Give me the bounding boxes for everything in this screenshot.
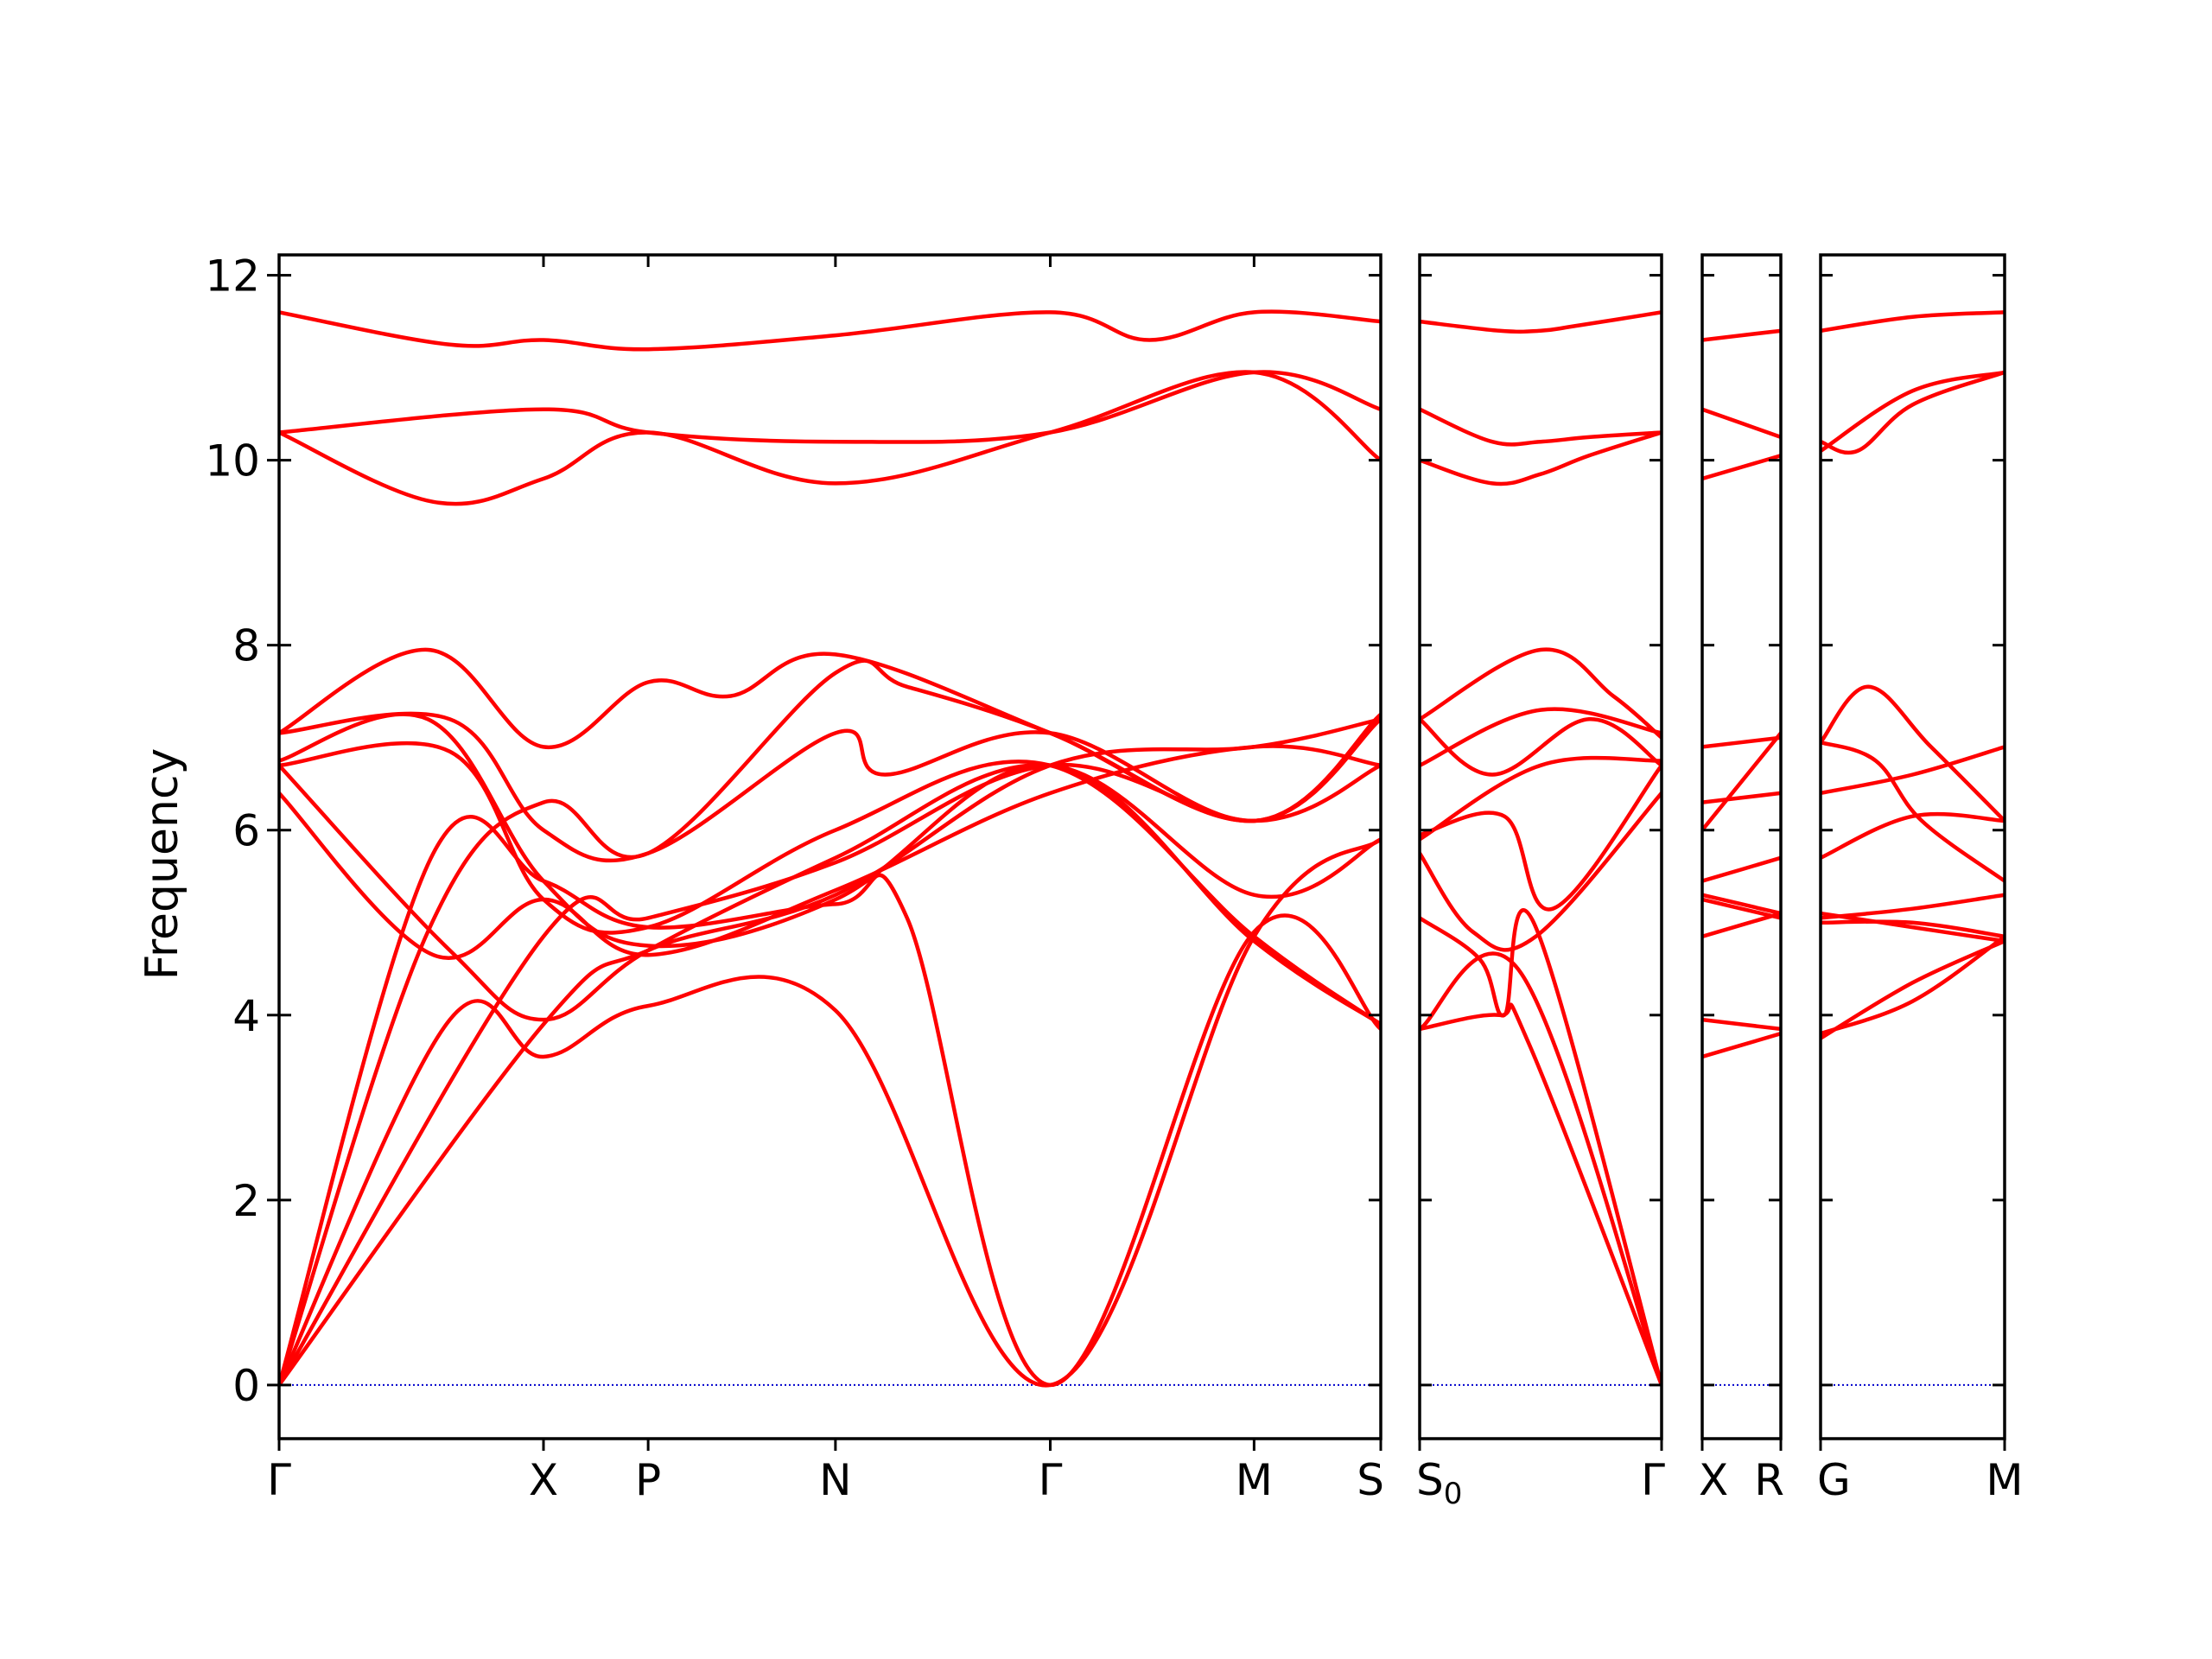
band-line — [279, 647, 1381, 823]
x-tick-label: M — [1986, 1455, 2023, 1505]
bands — [1702, 328, 1781, 1059]
x-tick-label: P — [635, 1455, 661, 1505]
band-line — [1821, 893, 2005, 920]
band-line — [279, 370, 1381, 444]
y-axis: 0 2 4 6 8 10 12 — [205, 251, 279, 1411]
x-tick-label: Γ — [1039, 1455, 1063, 1505]
band-line — [1821, 740, 2005, 883]
y-tick-label: 6 — [232, 806, 260, 856]
band-line — [1702, 407, 1781, 440]
band-line — [1420, 791, 1662, 952]
x-tick-label: R — [1754, 1455, 1784, 1505]
band-line — [1420, 707, 1662, 768]
y-tick-label: 8 — [232, 621, 260, 671]
band-line — [1821, 684, 2005, 823]
y-tick-label: 0 — [232, 1361, 260, 1411]
band-line — [1702, 731, 1781, 832]
band-line — [1702, 1031, 1781, 1059]
y-tick-label: 2 — [232, 1176, 260, 1226]
band-line — [279, 370, 1381, 506]
panel-2: S0 Γ — [1416, 253, 1665, 1511]
band-line — [1420, 1002, 1662, 1388]
band-line — [1821, 370, 2005, 454]
band-line — [1702, 791, 1781, 804]
bands — [1821, 310, 2005, 1040]
bands — [1420, 310, 1662, 1388]
y-tick-label: 10 — [205, 436, 260, 486]
panel-frame — [1819, 253, 2006, 1440]
band-line — [279, 815, 1381, 1388]
panel-frame — [277, 253, 1382, 1440]
band-line — [279, 837, 1381, 1388]
band-line — [1420, 763, 1662, 912]
band-line — [279, 762, 1381, 1388]
y-tick-label: 12 — [205, 251, 260, 302]
x-tick-label: X — [1699, 1455, 1728, 1505]
band-line — [1821, 811, 2005, 861]
band-line — [1702, 454, 1781, 481]
band-line — [1420, 908, 1662, 1388]
band-line — [1821, 938, 2005, 1040]
x-tick-label: S — [1357, 1455, 1384, 1505]
x-tick-label: Γ — [267, 1455, 291, 1505]
band-line — [279, 741, 1381, 1027]
band-line — [1702, 893, 1781, 916]
x-tick-label: M — [1236, 1455, 1273, 1505]
band-line — [279, 711, 1381, 863]
bands — [279, 309, 1381, 1388]
band-line — [1702, 328, 1781, 342]
band-line — [1821, 745, 2005, 796]
band-line — [1420, 755, 1662, 842]
y-axis-label: Frequency — [137, 748, 188, 981]
chart-panels: Γ X P N Γ M S S0 Γ X R G M — [267, 253, 2024, 1511]
band-line — [279, 712, 1381, 1027]
x-tick-label: G — [1817, 1455, 1851, 1505]
band-line — [279, 744, 1381, 960]
band-line — [1821, 919, 2005, 939]
band-line — [279, 717, 1381, 1388]
x-tick-label: N — [819, 1455, 851, 1505]
band-line — [1702, 911, 1781, 939]
band-line — [279, 763, 1381, 1022]
band-line — [1702, 855, 1781, 883]
band-line — [279, 309, 1381, 352]
band-line — [1821, 370, 2005, 454]
band-line — [1420, 430, 1662, 486]
band-line — [1702, 1017, 1781, 1032]
band-line — [1420, 717, 1662, 777]
y-tick-label: 4 — [232, 991, 260, 1041]
x-tick-label: S0 — [1416, 1455, 1462, 1511]
panel-frame — [1700, 253, 1783, 1440]
panel-frame — [1418, 253, 1663, 1440]
x-tick-label: Γ — [1641, 1455, 1665, 1505]
band-line — [1420, 951, 1662, 1388]
band-line — [1420, 407, 1662, 447]
band-line — [1420, 310, 1662, 334]
x-tick-label: X — [529, 1455, 558, 1505]
band-line — [1821, 911, 2005, 944]
band-line — [1821, 310, 2005, 334]
band-line — [1420, 647, 1662, 740]
